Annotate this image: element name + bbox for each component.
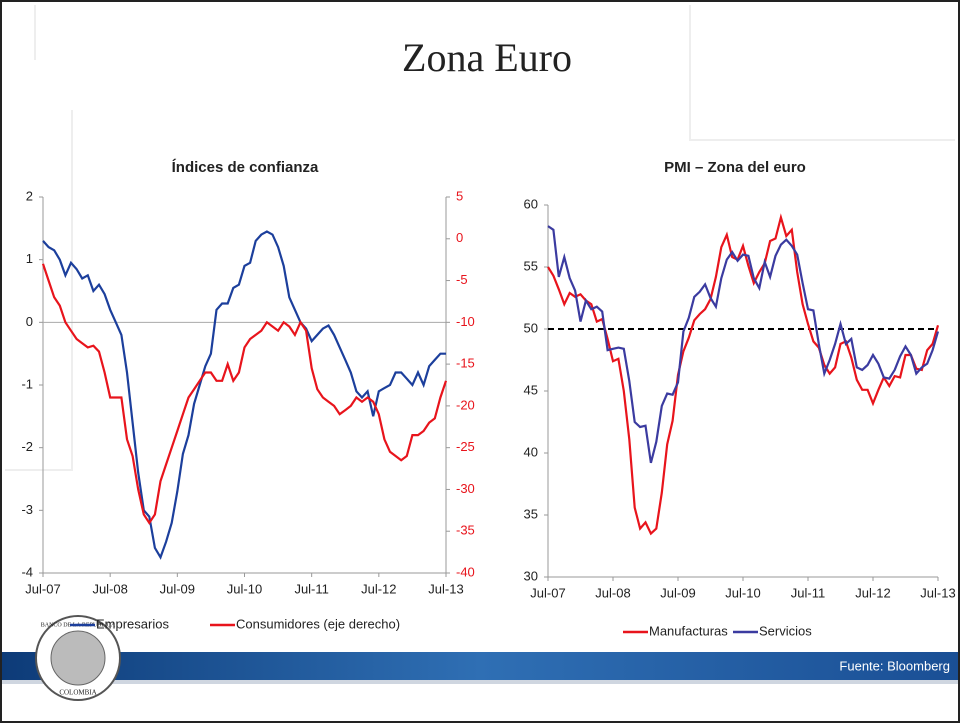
decoration: [5, 5, 955, 471]
x-tick-label: Jul-12: [855, 585, 890, 600]
footer-source: Fuente: Bloomberg: [839, 658, 950, 673]
y2-tick-label: 5: [456, 188, 463, 203]
x-tick-label: Jul-09: [160, 581, 195, 596]
x-tick-label: Jul-08: [595, 585, 630, 600]
footer-shadow: [2, 680, 958, 684]
x-tick-label: Jul-13: [920, 585, 955, 600]
footer-band: [2, 652, 958, 680]
y-tick-label: -2: [21, 439, 33, 454]
y-tick-label: 35: [524, 506, 538, 521]
chart-title: PMI – Zona del euro: [664, 159, 806, 176]
series-line: [42, 230, 446, 560]
x-tick-label: Jul-07: [530, 585, 565, 600]
y2-tick-label: -10: [456, 314, 475, 329]
legend-label: Consumidores (eje derecho): [236, 616, 400, 631]
y2-tick-label: -20: [456, 397, 475, 412]
legend-label: Servicios: [759, 623, 812, 638]
x-tick-label: Jul-11: [294, 581, 328, 596]
x-tick-label: Jul-08: [92, 581, 127, 596]
y2-tick-label: -35: [456, 523, 475, 538]
y-tick-label: 55: [524, 258, 538, 273]
x-tick-label: Jul-11: [791, 585, 825, 600]
y-tick-label: 1: [26, 251, 33, 266]
x-tick-label: Jul-10: [227, 581, 262, 596]
series-line: [547, 213, 940, 536]
y-tick-label: -4: [21, 564, 33, 579]
x-tick-label: Jul-13: [428, 581, 463, 596]
y2-tick-label: -15: [456, 356, 475, 371]
y2-tick-label: -40: [456, 564, 475, 579]
legend-label: Manufacturas: [649, 623, 728, 638]
y-tick-label: 2: [26, 188, 33, 203]
chart-title: Índices de confianza: [172, 159, 319, 176]
logo: BANCO DE LA REPUBLICA COLOMBIA: [35, 615, 121, 701]
series-line: [547, 225, 940, 464]
x-tick-label: Jul-07: [25, 581, 60, 596]
y2-tick-label: 0: [456, 230, 463, 245]
y-tick-label: 45: [524, 382, 538, 397]
chart: PMI – Zona del euro 30 35 40 45 50 55 60 Jul-07 J…: [524, 159, 956, 638]
y2-tick-label: -5: [456, 272, 468, 287]
y-tick-label: 30: [524, 568, 538, 583]
logo-text: COLOMBIA: [59, 689, 96, 697]
chart: Índices de confianza-4-3-2-1012-40-35-30…: [21, 159, 474, 631]
y-tick-label: 40: [524, 444, 538, 459]
y-tick-label: 0: [26, 314, 33, 329]
x-tick-label: Jul-09: [660, 585, 695, 600]
y2-tick-label: -25: [456, 439, 475, 454]
legend-label: Empresarios: [96, 616, 169, 631]
y-tick-label: 60: [524, 196, 538, 211]
y-tick-label: 50: [524, 320, 538, 335]
logo-center: [50, 630, 106, 686]
x-tick-label: Jul-10: [725, 585, 760, 600]
y2-tick-label: -30: [456, 481, 475, 496]
x-tick-label: Jul-12: [361, 581, 396, 596]
series-line: [41, 263, 448, 525]
y-tick-label: -3: [21, 502, 33, 517]
y-tick-label: -1: [21, 376, 33, 391]
slide-title: Zona Euro: [402, 35, 572, 80]
